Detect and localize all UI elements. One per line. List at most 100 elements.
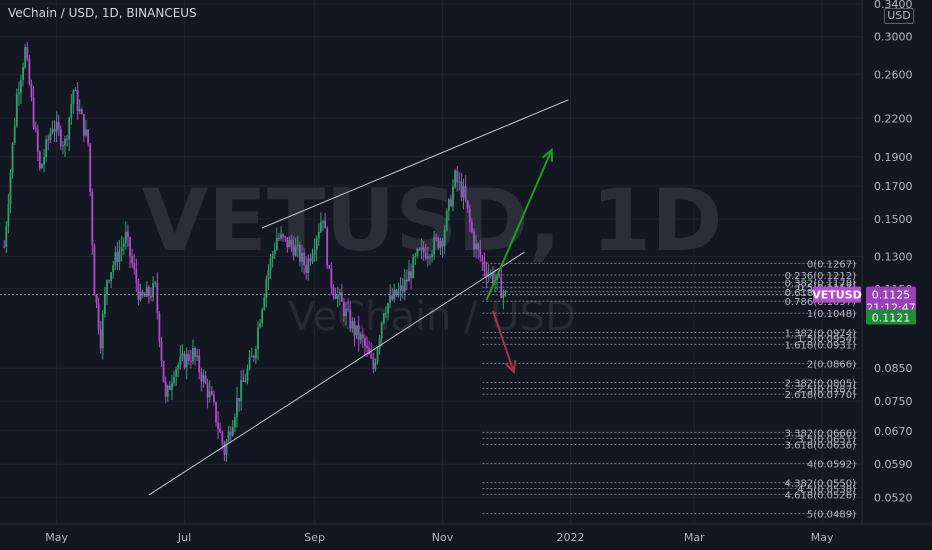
candle-body — [334, 293, 337, 299]
candle-body — [152, 283, 155, 298]
y-tick-label: 0.2200 — [874, 112, 913, 125]
y-tick-label: 0.0850 — [874, 362, 913, 375]
candle-body — [278, 237, 280, 239]
candle-body — [441, 240, 444, 247]
candle-body — [66, 138, 69, 140]
candle-body — [7, 204, 10, 227]
candle-body — [296, 244, 299, 247]
y-tick-label: 0.0670 — [874, 425, 913, 438]
y-tick-label: 0.2600 — [874, 68, 913, 81]
candle-body — [376, 348, 379, 363]
secondary-price-tag: 0.1121 — [866, 309, 916, 325]
fib-level-label: 1.5(0.0954) — [797, 334, 856, 345]
fib-level-label: 1(0.1048) — [807, 309, 856, 320]
candle-body — [433, 237, 436, 254]
candle-body — [183, 353, 186, 368]
fib-level-label: 0.382(0.1178) — [785, 278, 857, 289]
candle-body — [179, 356, 182, 366]
candle-body — [261, 309, 264, 324]
candle-body — [99, 329, 102, 349]
candle-body — [452, 186, 454, 207]
candle-body — [481, 257, 484, 261]
fib-level-label: 0.236(0.1212) — [785, 271, 857, 282]
candle-body — [80, 109, 83, 115]
price-axis[interactable]: 0.3400 0.3000 0.2600 0.2200 0.1900 0.1700 0.15… — [874, 0, 913, 504]
candle-body — [500, 276, 503, 298]
y-tick-label: 0.0520 — [874, 491, 913, 504]
candle-body — [303, 252, 306, 266]
x-tick-label: Mar — [684, 531, 705, 544]
fib-level-label: 5(0.0489) — [807, 510, 856, 521]
candle-body — [405, 279, 408, 282]
candle-body — [424, 252, 427, 259]
y-tick-label: 0.3400 — [874, 0, 913, 11]
candle-body — [120, 246, 123, 251]
fib-level-label: 4.618(0.0526) — [785, 490, 857, 501]
candle-body — [319, 222, 322, 232]
candle-body — [164, 381, 167, 397]
candle-body — [259, 323, 261, 328]
x-tick-label: 2022 — [556, 531, 584, 544]
candle-body — [13, 125, 16, 143]
candle-body — [332, 287, 335, 294]
candle-body — [62, 145, 64, 147]
candle-body — [368, 347, 371, 355]
candle-body — [185, 354, 188, 368]
trendlines[interactable] — [148, 99, 569, 496]
candle-body — [30, 83, 33, 98]
candle-body — [82, 114, 85, 136]
candle-body — [301, 252, 303, 262]
arrows[interactable] — [485, 147, 554, 375]
candle-body — [168, 385, 171, 390]
candle-body — [213, 394, 215, 403]
candle-body — [267, 270, 270, 280]
candle-body — [410, 271, 412, 278]
trendline-upper — [261, 99, 569, 229]
candle-body — [91, 192, 94, 246]
candle-body — [473, 231, 475, 250]
candle-body — [311, 254, 314, 262]
candle-body — [28, 58, 31, 84]
candle-body — [202, 375, 205, 382]
candle-body — [208, 391, 211, 398]
candle-body — [372, 357, 375, 369]
candle-body — [265, 279, 268, 298]
candle-body — [223, 443, 226, 455]
candle-body — [313, 249, 316, 255]
candle-body — [340, 292, 343, 302]
candle-body — [156, 282, 159, 313]
candle-body — [112, 265, 115, 273]
candle-body — [106, 280, 108, 295]
candle-body — [353, 321, 356, 336]
candle-body — [20, 79, 22, 93]
candle-body — [3, 246, 6, 248]
candle-body — [15, 94, 18, 126]
candle-body — [110, 272, 113, 281]
candle-body — [196, 355, 199, 357]
trendline-lower — [148, 251, 525, 496]
candle-body — [139, 291, 142, 300]
candle-body — [502, 292, 505, 298]
candle-body — [11, 142, 14, 173]
x-tick-label: Jul — [177, 531, 191, 544]
candle-body — [227, 431, 230, 442]
candle-body — [460, 181, 463, 198]
time-axis[interactable]: May Jul Sep Nov 2022 Mar May — [45, 531, 834, 544]
symbol-price-tag: VETUSD — [812, 286, 862, 303]
currency-badge[interactable]: USD — [884, 8, 914, 24]
candle-body — [326, 228, 329, 266]
candle-body — [240, 380, 243, 402]
candle-body — [148, 287, 150, 296]
candle-body — [477, 243, 480, 249]
candle-body — [284, 236, 287, 238]
candle-body — [122, 243, 125, 247]
y-tick-label: 0.1500 — [874, 213, 913, 226]
candle-body — [108, 280, 110, 282]
candle-body — [53, 129, 56, 132]
secondary-price-value: 0.1121 — [872, 312, 911, 325]
candle-body — [200, 372, 203, 382]
fib-level-label: 2(0.0866) — [807, 359, 856, 370]
candle-body — [133, 263, 136, 269]
arrow-up-head — [541, 147, 554, 163]
